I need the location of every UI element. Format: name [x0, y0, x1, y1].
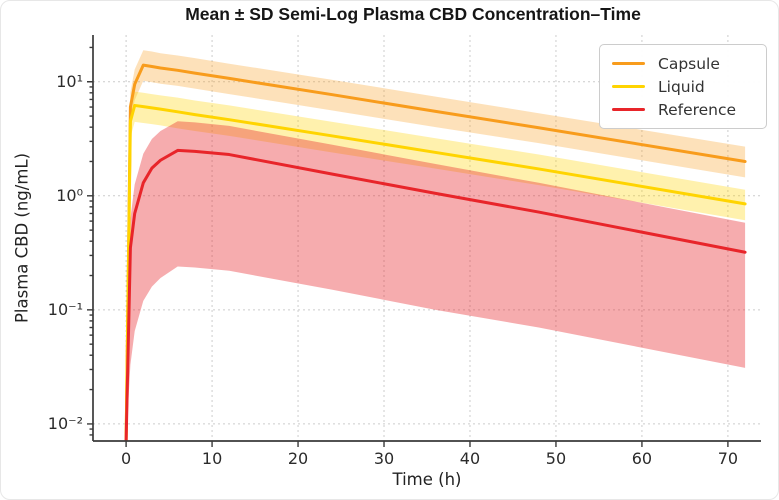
legend-item-liquid: Liquid	[612, 77, 754, 96]
x-tick-label: 50	[546, 449, 566, 468]
y-tick-label: 10¹	[56, 72, 83, 91]
legend-label: Reference	[658, 100, 737, 119]
legend-item-capsule: Capsule	[612, 54, 754, 73]
x-tick-label: 40	[460, 449, 480, 468]
legend-item-reference: Reference	[612, 100, 754, 119]
tick-marks	[87, 46, 729, 447]
x-tick-label: 30	[374, 449, 394, 468]
x-tick-label: 60	[632, 449, 652, 468]
legend-swatch-reference	[612, 107, 645, 112]
series-liquid-line	[124, 103, 747, 441]
series-capsule-line	[124, 63, 747, 441]
x-tick-label: 10	[202, 449, 222, 468]
y-tick-label: 10⁻¹	[48, 300, 83, 319]
legend-label: Capsule	[658, 54, 720, 73]
legend-swatch-capsule	[612, 61, 645, 66]
series-capsule-band	[126, 50, 746, 441]
x-tick-label: 70	[718, 449, 738, 468]
y-axis-label: Plasma CBD (ng/mL)	[12, 152, 32, 324]
x-tick-label: 0	[121, 449, 131, 468]
series-reference-line	[124, 148, 747, 441]
legend: Capsule Liquid Reference	[599, 44, 767, 129]
y-tick-label: 10⁻²	[48, 414, 83, 433]
axes-spines	[92, 35, 761, 442]
x-tick-label: 20	[288, 449, 308, 468]
chart-title: Mean ± SD Semi-Log Plasma CBD Concentrat…	[185, 4, 641, 24]
y-tick-label: 10⁰	[56, 186, 83, 205]
legend-label: Liquid	[658, 77, 705, 96]
x-axis-label: Time (h)	[392, 470, 462, 489]
series-reference-band	[126, 121, 746, 441]
legend-swatch-liquid	[612, 84, 645, 89]
